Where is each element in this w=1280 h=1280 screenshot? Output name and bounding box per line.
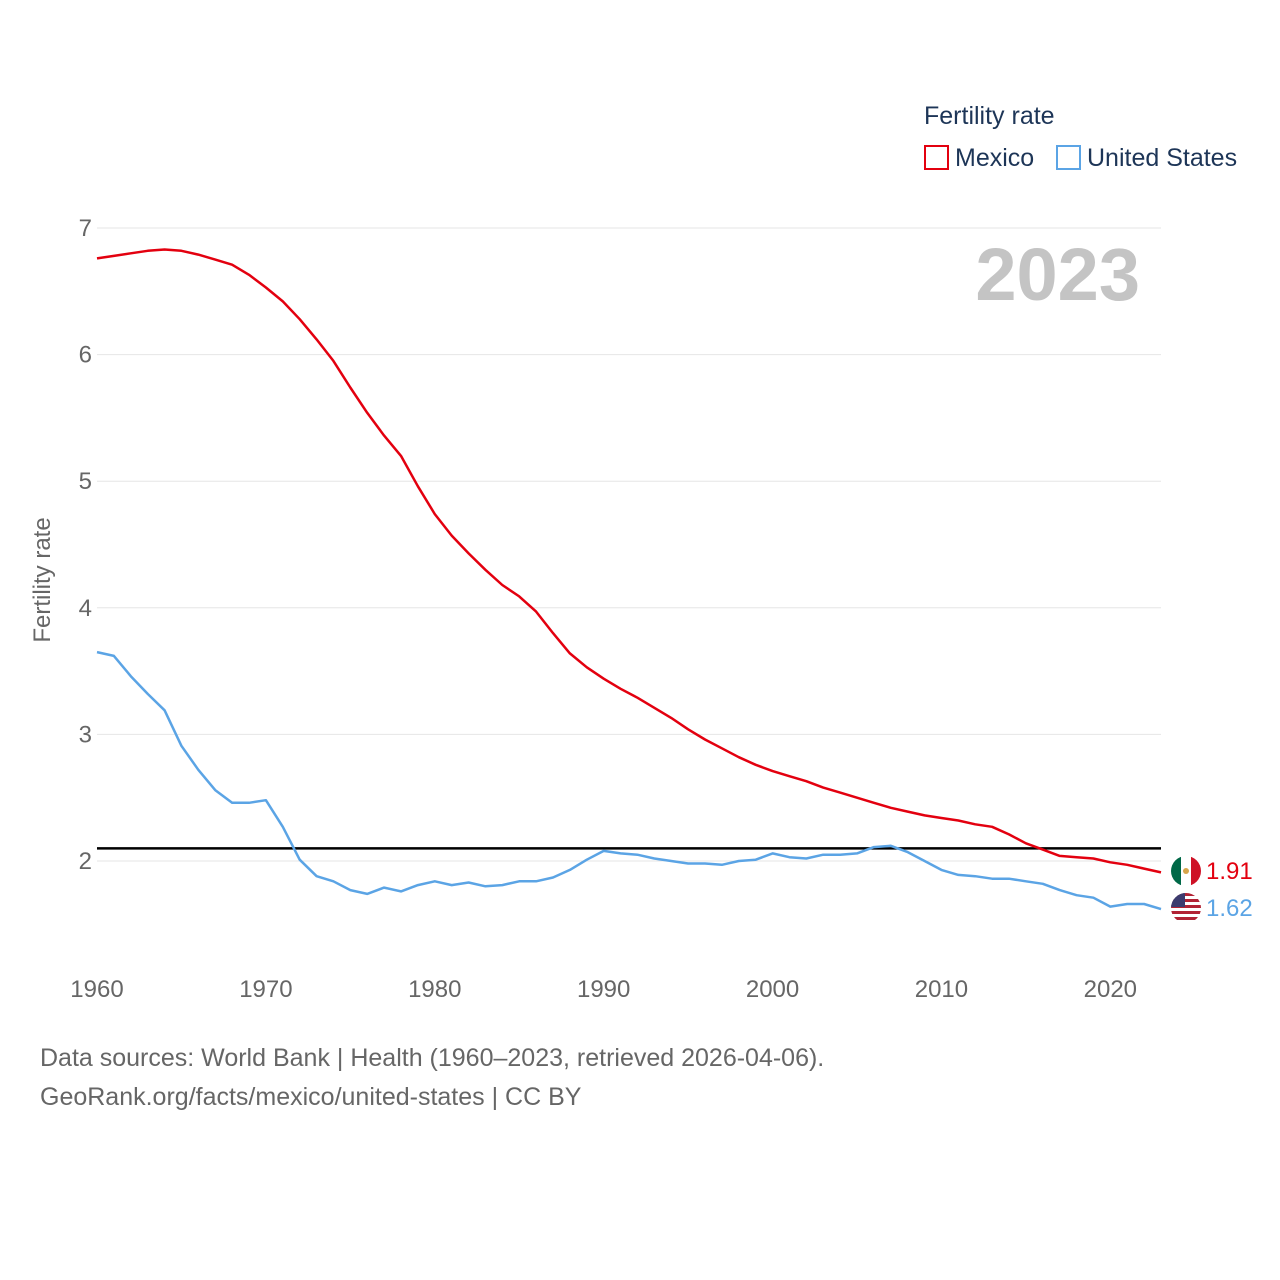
y-tick-label: 4 bbox=[79, 595, 92, 622]
y-tick-label: 2 bbox=[79, 848, 92, 875]
x-tick-label: 1990 bbox=[577, 976, 630, 1003]
year-label: 2023 bbox=[975, 233, 1140, 316]
footer-attribution: GeoRank.org/facts/mexico/united-states |… bbox=[40, 1083, 582, 1111]
legend-label-united-states: United States bbox=[1087, 144, 1237, 172]
legend-title: Fertility rate bbox=[924, 102, 1055, 130]
end-value-mexico: 1.91 bbox=[1206, 858, 1253, 885]
x-tick-label: 2000 bbox=[746, 976, 799, 1003]
x-axis-ticks: 1960 1970 1980 1990 2000 2010 2020 bbox=[70, 976, 1137, 1003]
y-axis-label: Fertility rate bbox=[29, 517, 56, 642]
legend-label-mexico: Mexico bbox=[955, 144, 1034, 172]
legend-swatch-united-states bbox=[1056, 145, 1081, 170]
y-tick-label: 7 bbox=[79, 215, 92, 242]
united-states-flag-icon bbox=[1171, 893, 1201, 923]
x-tick-label: 2020 bbox=[1084, 976, 1137, 1003]
y-tick-label: 6 bbox=[79, 342, 92, 369]
end-value-united-states: 1.62 bbox=[1206, 895, 1253, 922]
x-tick-label: 1970 bbox=[239, 976, 292, 1003]
legend-swatch-mexico bbox=[924, 145, 949, 170]
y-axis-ticks: 2 3 4 5 6 7 bbox=[79, 215, 92, 875]
series-line-united-states bbox=[96, 650, 1162, 911]
mexico-flag-icon bbox=[1171, 856, 1201, 886]
x-tick-label: 1980 bbox=[408, 976, 461, 1003]
x-tick-label: 1960 bbox=[70, 976, 123, 1003]
y-tick-label: 3 bbox=[79, 721, 92, 748]
gridlines bbox=[97, 227, 1161, 862]
footer-source: Data sources: World Bank | Health (1960–… bbox=[40, 1044, 825, 1072]
x-tick-label: 2010 bbox=[915, 976, 968, 1003]
y-tick-label: 5 bbox=[79, 468, 92, 495]
series-line-mexico bbox=[96, 248, 1162, 874]
